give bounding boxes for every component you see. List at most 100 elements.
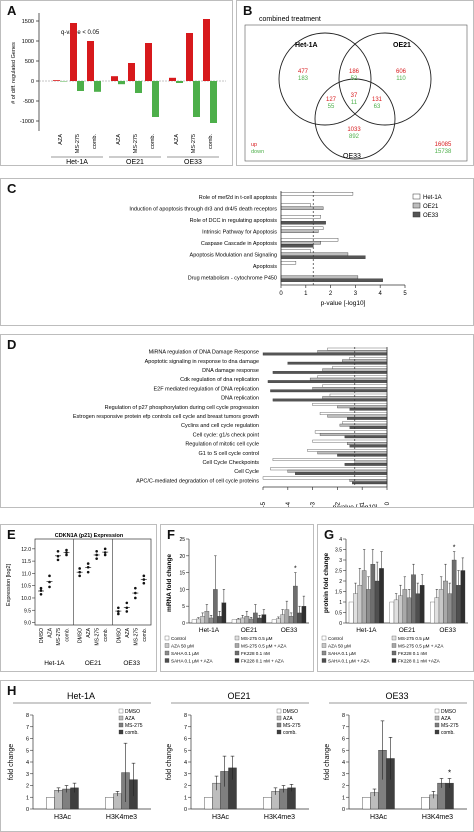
legend-swatch <box>234 635 240 641</box>
y-tick-label: 2 <box>342 784 345 790</box>
bar-up <box>203 19 210 81</box>
legend-up: up <box>251 142 257 148</box>
legend-swatch <box>234 650 240 656</box>
legend-swatch <box>434 729 440 735</box>
legend-swatch <box>164 658 170 663</box>
bar-het-1a <box>317 375 388 379</box>
bar <box>379 568 384 624</box>
y-tick-label: 25 <box>179 537 185 543</box>
term-label: Cell Cycle Checkpoints <box>202 460 259 466</box>
legend-label: FK228 0.1 nM +AZA <box>398 659 441 664</box>
data-point <box>117 606 120 610</box>
bar <box>402 589 408 624</box>
bar-up <box>111 76 118 81</box>
bar-oe21 <box>347 442 388 445</box>
legend-label: OE21 <box>423 204 439 210</box>
bar-oe33 <box>347 417 388 420</box>
panel-label-d: D <box>7 337 17 352</box>
bar-het-1a <box>329 393 388 397</box>
bar-aza <box>54 789 63 810</box>
region-down-count: 55 <box>328 104 335 110</box>
y-tick-label: 9.0 <box>24 621 31 627</box>
group-label: OE21 <box>241 627 258 634</box>
bar-oe33 <box>344 463 388 466</box>
panel-d: D MiRNA regulation of DNA Damage Respons… <box>0 334 474 508</box>
panel-b: B combined treatment Het-1A OE21 OE33 477 183… <box>236 0 474 166</box>
bar <box>231 619 237 624</box>
bar-het-1a <box>272 458 388 461</box>
y-tick-label: 1500 <box>22 19 34 25</box>
bar-het-1a <box>280 226 324 230</box>
legend-label: Control <box>328 636 343 641</box>
bar <box>451 559 457 624</box>
bar <box>301 606 307 624</box>
subpanel-title: OE33 <box>385 691 408 701</box>
data-point <box>125 606 129 610</box>
group-label: Het-1A <box>199 627 220 634</box>
bar-oe33 <box>272 371 388 374</box>
data-point <box>65 553 68 557</box>
panel-c: C Role of mef2d in t-cell apoptosis Induc… <box>0 178 474 326</box>
bar-oe21 <box>280 252 349 256</box>
legend-swatch <box>434 722 440 728</box>
bar <box>208 617 214 624</box>
bar <box>415 593 421 624</box>
bar-oe33 <box>280 255 366 259</box>
treatment-label: AZA <box>116 134 122 145</box>
data-point <box>134 596 137 600</box>
bar-het-1a <box>312 439 388 443</box>
treatment-label: AZA <box>174 134 180 145</box>
chart-f: 0 5 10 15 20 25 mRNA fold change Het-1A OE21 OE33… <box>164 537 309 664</box>
x-tick-label: -5 <box>261 501 267 507</box>
bar <box>393 599 399 624</box>
bar-down <box>193 81 200 117</box>
legend-label: AZA <box>283 716 293 722</box>
chart-e: CDKN1A (p21) Expression 12.0 11.5 11.0 10.5 1… <box>6 533 152 667</box>
y-tick-label: -1000 <box>20 119 34 125</box>
bar-het-1a <box>307 449 388 452</box>
chart-g: 0 0.5 1 1.5 2 2.5 3 3.5 4 protein fold change Het-… <box>321 537 468 664</box>
x-tick-label: 3 <box>354 291 358 297</box>
bar <box>204 611 210 624</box>
term-label: Cdk regulation of dna replication <box>180 377 259 383</box>
bar-oe33 <box>295 472 388 475</box>
bar-oe21 <box>317 350 388 353</box>
y-tick-label: 2 <box>26 784 29 790</box>
group-label: OE21 <box>85 660 102 667</box>
legend-swatch <box>164 635 170 641</box>
bar-het-1a <box>314 430 388 434</box>
legend-swatch <box>321 650 327 656</box>
y-tick-label: 2 <box>184 784 187 790</box>
data-point <box>125 610 129 613</box>
bar-oe21 <box>280 206 324 210</box>
bar-oe33 <box>344 435 388 439</box>
data-point <box>39 592 43 596</box>
bar <box>361 570 367 624</box>
group-label: Het-1A <box>66 159 88 165</box>
group-label: OE21 <box>399 627 416 634</box>
bar <box>284 609 290 624</box>
legend-label: FK228 0.1 nM <box>241 651 270 656</box>
bar-up <box>169 77 176 81</box>
bar-down <box>210 81 217 123</box>
bar <box>253 612 258 624</box>
y-tick-label: 6 <box>342 737 345 743</box>
legend-swatch <box>391 643 397 648</box>
data-point <box>48 585 51 589</box>
x-tick-label: -4 <box>286 501 292 507</box>
legend-swatch <box>276 715 282 721</box>
x-tick-label: -3 <box>311 501 317 507</box>
legend-label: comb. <box>441 730 455 736</box>
bar-up <box>128 63 135 81</box>
y-tick-label: 3 <box>184 772 187 778</box>
term-label: DNA replication <box>221 396 259 402</box>
legend-label: SAHA 0.1 µM <box>171 651 199 656</box>
bar-oe33 <box>349 444 388 448</box>
panel-label-g: G <box>324 527 335 542</box>
y-tick-label: 0 <box>31 79 34 85</box>
bar-oe21 <box>342 359 388 363</box>
y-tick-label: 8 <box>184 713 187 719</box>
legend-label: MS-275 <box>125 723 143 729</box>
y-axis-label: # of diff. regulated Genes <box>11 42 17 104</box>
bar-oe21 <box>354 460 388 464</box>
